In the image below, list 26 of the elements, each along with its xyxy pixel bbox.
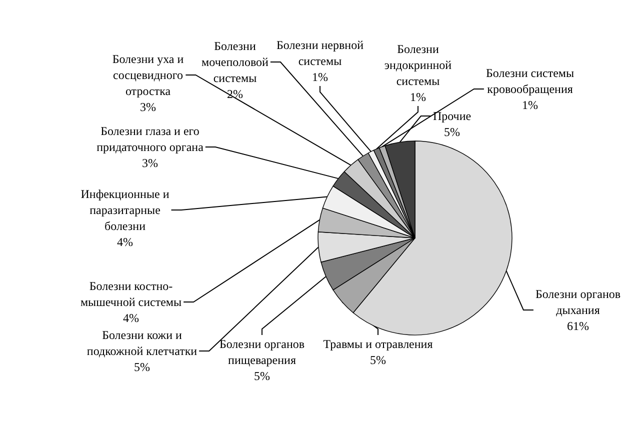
data-label: 3%: [140, 100, 156, 114]
slice-label: Болезни уха и сосцевидного отростка: [112, 52, 184, 98]
data-label: 1%: [410, 90, 426, 104]
slice-label: Травмы и отравления: [323, 337, 434, 351]
slice-label: Болезни глаза и его придаточного органа: [96, 124, 204, 154]
data-label: 2%: [227, 87, 243, 101]
data-label: 5%: [370, 353, 386, 367]
slice-label: Прочие: [432, 109, 472, 123]
data-label: 3%: [142, 156, 158, 170]
data-label: 1%: [312, 70, 328, 84]
slice-label: Болезни кожи и подкожной клетчатки: [86, 328, 198, 358]
slice-label: Болезни костно-мышечной системы: [80, 279, 182, 309]
data-label: 5%: [134, 360, 150, 374]
data-label: 4%: [117, 235, 133, 249]
data-label: 4%: [123, 311, 139, 325]
slice-label: Болезни системы кровообращения: [486, 66, 574, 96]
data-label: 61%: [567, 319, 589, 333]
data-label: 1%: [522, 98, 538, 112]
slice-label: Болезни мочеполовой системы: [202, 39, 270, 85]
slice-label: Болезни органов пищеварения: [219, 337, 305, 367]
slice-label: Инфекционные и паразитарные болезни: [80, 187, 170, 233]
slice-label: Болезни нервной системы: [276, 38, 364, 68]
slice-label: Болезни эндокринной системы: [384, 42, 452, 88]
data-label: 5%: [444, 125, 460, 139]
data-label: 5%: [254, 369, 270, 383]
slice-label: Болезни органов дыхания: [535, 287, 621, 317]
